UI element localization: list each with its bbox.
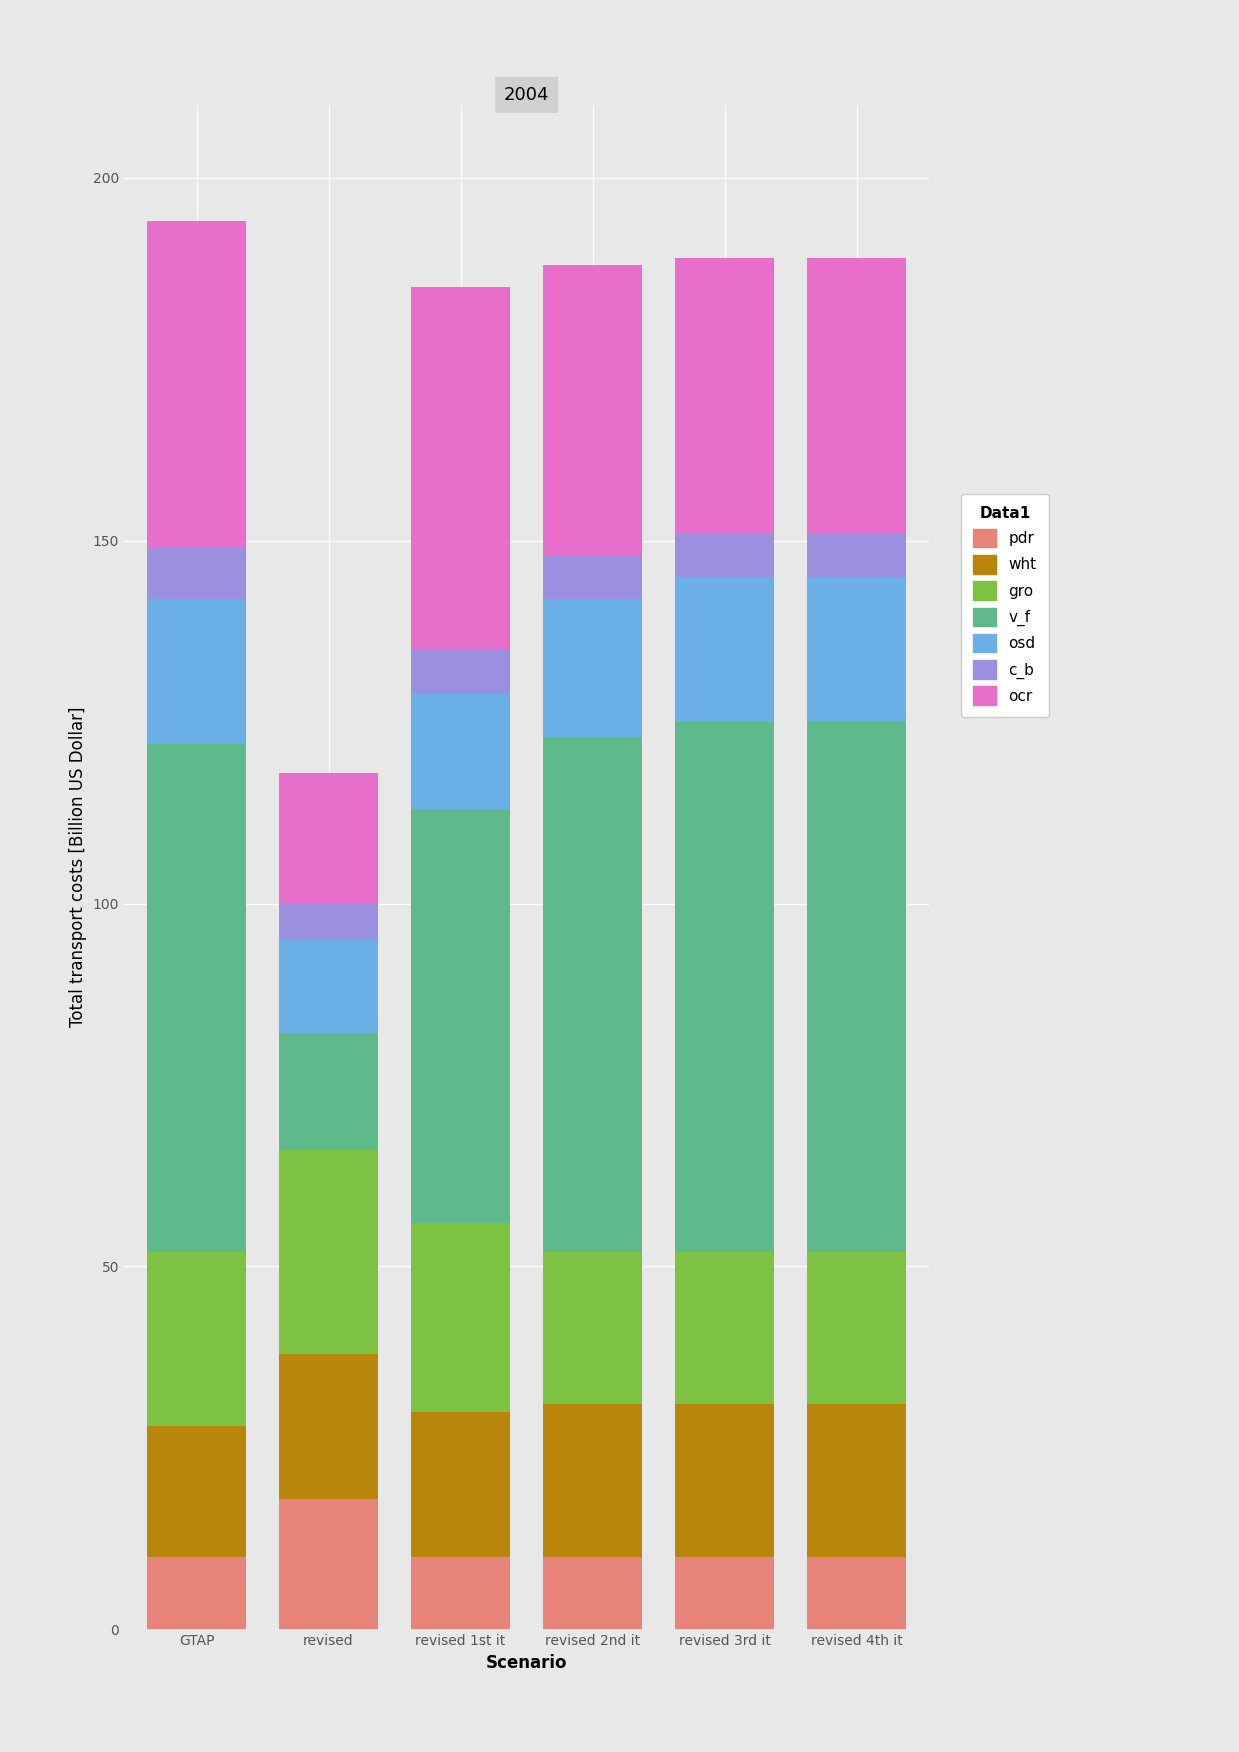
Bar bbox=[147, 548, 247, 599]
Bar bbox=[411, 287, 510, 650]
Bar bbox=[807, 1405, 906, 1558]
Bar bbox=[543, 1253, 642, 1405]
Bar bbox=[675, 576, 774, 722]
Bar bbox=[279, 773, 378, 904]
Bar bbox=[807, 258, 906, 533]
Bar bbox=[411, 1558, 510, 1629]
Bar bbox=[411, 650, 510, 694]
Bar bbox=[543, 1405, 642, 1558]
Bar bbox=[543, 555, 642, 599]
Bar bbox=[543, 736, 642, 1253]
Bar bbox=[807, 576, 906, 722]
Y-axis label: Total transport costs [Billion US Dollar]: Total transport costs [Billion US Dollar… bbox=[69, 708, 87, 1027]
Bar bbox=[411, 1223, 510, 1412]
Bar bbox=[543, 599, 642, 736]
Bar bbox=[675, 258, 774, 533]
Bar bbox=[147, 599, 247, 745]
Bar bbox=[279, 1498, 378, 1629]
Bar bbox=[675, 1558, 774, 1629]
Bar bbox=[675, 1405, 774, 1558]
Bar bbox=[147, 1558, 247, 1629]
Bar bbox=[675, 1253, 774, 1405]
Bar bbox=[147, 745, 247, 1253]
Bar bbox=[543, 1558, 642, 1629]
Bar bbox=[411, 1412, 510, 1558]
Bar bbox=[279, 1354, 378, 1498]
Bar bbox=[147, 221, 247, 548]
Bar bbox=[279, 904, 378, 939]
Bar bbox=[807, 1253, 906, 1405]
Legend: pdr, wht, gro, v_f, osd, c_b, ocr: pdr, wht, gro, v_f, osd, c_b, ocr bbox=[961, 494, 1048, 717]
Bar bbox=[675, 722, 774, 1253]
Bar bbox=[279, 939, 378, 1034]
Bar bbox=[675, 533, 774, 576]
Bar bbox=[807, 1558, 906, 1629]
Bar bbox=[543, 265, 642, 555]
Bar bbox=[147, 1253, 247, 1426]
Bar bbox=[807, 722, 906, 1253]
Bar bbox=[147, 1426, 247, 1558]
Bar bbox=[807, 533, 906, 576]
X-axis label: Scenario: Scenario bbox=[486, 1654, 567, 1671]
Bar bbox=[279, 1151, 378, 1354]
Bar bbox=[411, 694, 510, 809]
Bar bbox=[411, 809, 510, 1223]
Bar bbox=[279, 1034, 378, 1151]
Title: 2004: 2004 bbox=[504, 86, 549, 103]
